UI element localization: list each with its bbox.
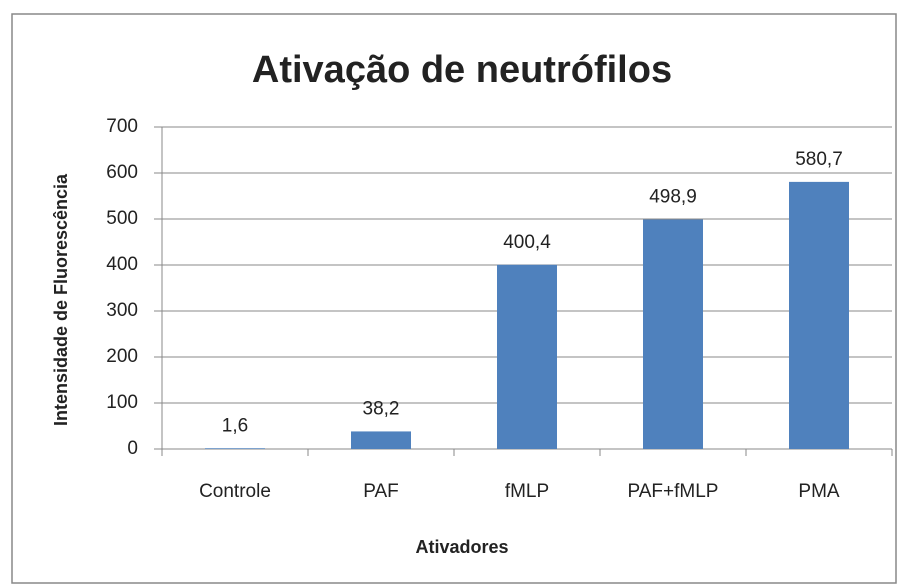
x-tick-label: PAF+fMLP [628,481,719,502]
y-tick-label: 0 [127,438,138,459]
bar [497,264,557,449]
chart-border [11,13,897,584]
x-tick-label: PAF [363,481,399,502]
data-label: 1,6 [222,415,248,436]
bar [351,431,411,449]
y-axis-title: Intensidade de Fluorescência [51,173,71,426]
data-label: 580,7 [795,149,843,170]
data-label: 400,4 [503,232,551,253]
data-label: 498,9 [649,187,697,208]
bar [789,181,849,450]
y-tick-label: 300 [106,300,138,321]
y-tick-label: 600 [106,162,138,183]
y-tick-label: 500 [106,208,138,229]
chart-title: Ativação de neutrófilos [252,49,672,91]
y-tick-label: 700 [106,116,138,137]
x-tick-label: Controle [199,481,271,502]
bar [205,448,265,449]
data-label: 38,2 [363,398,400,419]
y-tick-label: 200 [106,346,138,367]
x-tick-label: PMA [798,481,840,502]
x-tick-label: fMLP [505,481,549,502]
y-tick-label: 100 [106,392,138,413]
y-tick-label: 400 [106,254,138,275]
x-axis-title: Ativadores [415,537,508,557]
bar [643,219,703,449]
